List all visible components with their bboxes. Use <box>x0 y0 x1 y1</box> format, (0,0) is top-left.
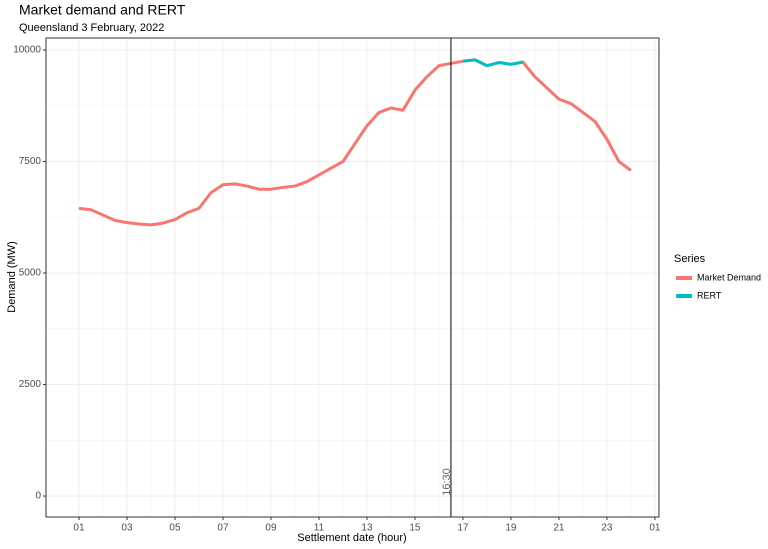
y-axis-title: Demand (MW) <box>6 241 18 313</box>
y-tick-label: 5000 <box>19 268 42 279</box>
x-tick-label: 01 <box>649 523 661 534</box>
x-tick-label: 07 <box>217 523 229 534</box>
x-tick-label: 01 <box>73 523 85 534</box>
chart-subtitle: Queensland 3 February, 2022 <box>19 22 164 34</box>
x-tick-label: 15 <box>409 523 421 534</box>
legend-label: RERT <box>697 290 722 300</box>
x-tick-label: 21 <box>553 523 565 534</box>
x-tick-label: 19 <box>505 523 517 534</box>
series-line <box>462 58 524 68</box>
x-tick-label: 03 <box>121 523 133 534</box>
legend-label: Market Demand <box>697 272 761 282</box>
y-tick-label: 7500 <box>19 156 42 167</box>
x-axis-title: Settlement date (hour) <box>297 532 406 544</box>
series-line <box>78 58 632 227</box>
y-tick-label: 2500 <box>19 379 42 390</box>
reference-label: 16:30 <box>441 468 453 496</box>
x-tick-label: 05 <box>169 523 181 534</box>
x-tick-label: 09 <box>265 523 277 534</box>
chart-title: Market demand and RERT <box>19 2 186 18</box>
x-tick-label: 11 <box>314 523 325 534</box>
x-tick-label: 13 <box>361 523 373 534</box>
panel-border <box>45 37 660 518</box>
legend-title: Series <box>674 253 706 265</box>
y-tick-label: 0 <box>35 491 41 502</box>
y-tick-label: 10000 <box>13 45 41 56</box>
x-tick-label: 23 <box>601 523 613 534</box>
x-tick-label: 17 <box>457 523 469 534</box>
